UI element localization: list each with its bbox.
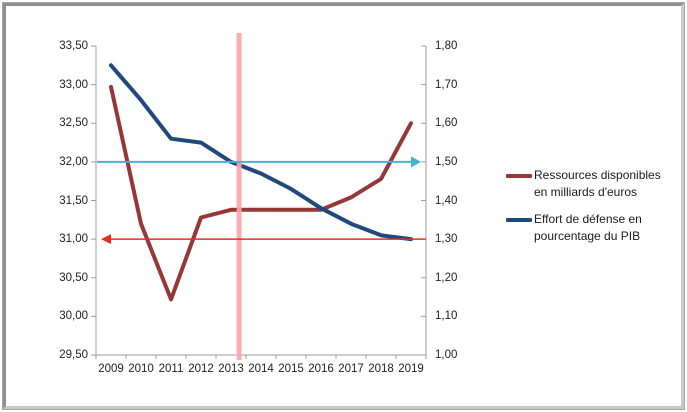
chart-legend: Ressources disponibles en milliards d'eu… [506, 167, 676, 244]
resources-line [109, 84, 413, 302]
right-axis-tick-label: 1,50 [435, 155, 458, 168]
vertical-band [236, 33, 242, 360]
x-axis-category-label: 2018 [368, 363, 394, 375]
right-axis-tick-label: 1,20 [435, 271, 458, 284]
resources-line-swatch [506, 174, 532, 178]
left-axis-tick-label: 31,50 [59, 194, 88, 207]
left-axis-tick-label: 32,50 [59, 117, 88, 130]
right-axis-tick-label: 1,40 [435, 194, 458, 207]
red-arrowhead-icon [101, 234, 111, 245]
x-axis-category-label: 2009 [98, 363, 124, 375]
x-axis-category-label: 2015 [278, 363, 304, 375]
legend-label: pourcentage du PIB [534, 228, 641, 243]
left-axis-tick-label: 32,00 [59, 155, 88, 168]
x-axis-category-label: 2010 [128, 363, 154, 375]
teal-arrowhead-icon [411, 156, 421, 168]
left-axis-tick-label: 30,00 [59, 310, 88, 323]
effort-line [109, 63, 413, 242]
legend-item-resources: Ressources disponibles en milliards d'eu… [506, 167, 676, 200]
x-axis-category-label: 2016 [308, 363, 334, 375]
legend-label: Effort de défense en [534, 212, 642, 226]
right-axis-tick-label: 1,70 [435, 78, 458, 91]
right-axis-tick-label: 1,60 [435, 117, 458, 130]
legend-label: Ressources disponibles [534, 168, 661, 182]
effort-line-swatch [506, 218, 532, 222]
x-axis-category-label: 2017 [338, 363, 364, 375]
left-axis-tick-label: 33,50 [59, 40, 88, 52]
right-axis-tick-label: 1,00 [435, 349, 458, 361]
x-axis-category-label: 2011 [158, 363, 184, 375]
left-axis-tick-label: 33,00 [59, 78, 88, 91]
right-axis-tick-label: 1,30 [435, 233, 458, 246]
left-axis-tick-label: 31,00 [59, 233, 88, 246]
right-axis-tick-label: 1,10 [435, 310, 458, 323]
x-axis-category-label: 2012 [188, 363, 214, 375]
legend-item-effort: Effort de défense en pourcentage du PIB [506, 211, 676, 244]
right-axis-tick-label: 1,80 [435, 40, 458, 52]
legend-label: en milliards d'euros [534, 184, 638, 199]
left-axis-tick-label: 30,50 [59, 271, 88, 284]
left-axis-tick-label: 29,50 [59, 349, 88, 361]
x-axis-category-label: 2014 [248, 363, 274, 375]
x-axis-category-label: 2013 [218, 363, 244, 375]
x-axis-category-label: 2019 [398, 363, 424, 375]
